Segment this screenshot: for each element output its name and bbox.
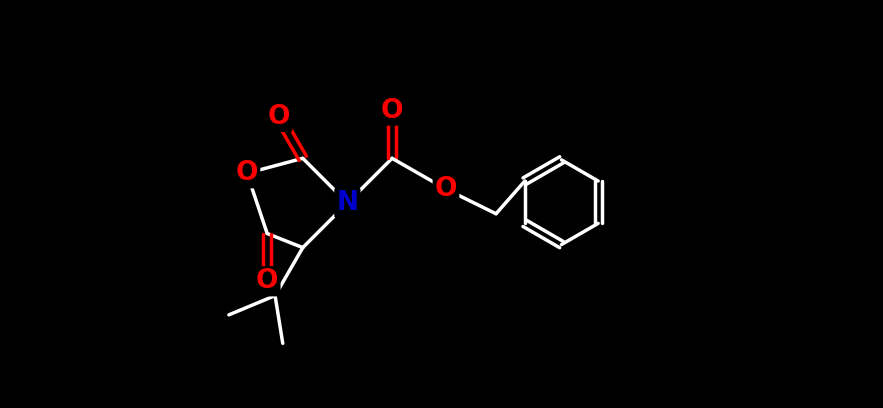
Text: O: O (268, 104, 291, 130)
Text: O: O (236, 160, 258, 186)
Text: O: O (434, 176, 457, 202)
Text: O: O (381, 98, 404, 124)
Text: O: O (256, 268, 278, 294)
Text: N: N (336, 190, 358, 216)
